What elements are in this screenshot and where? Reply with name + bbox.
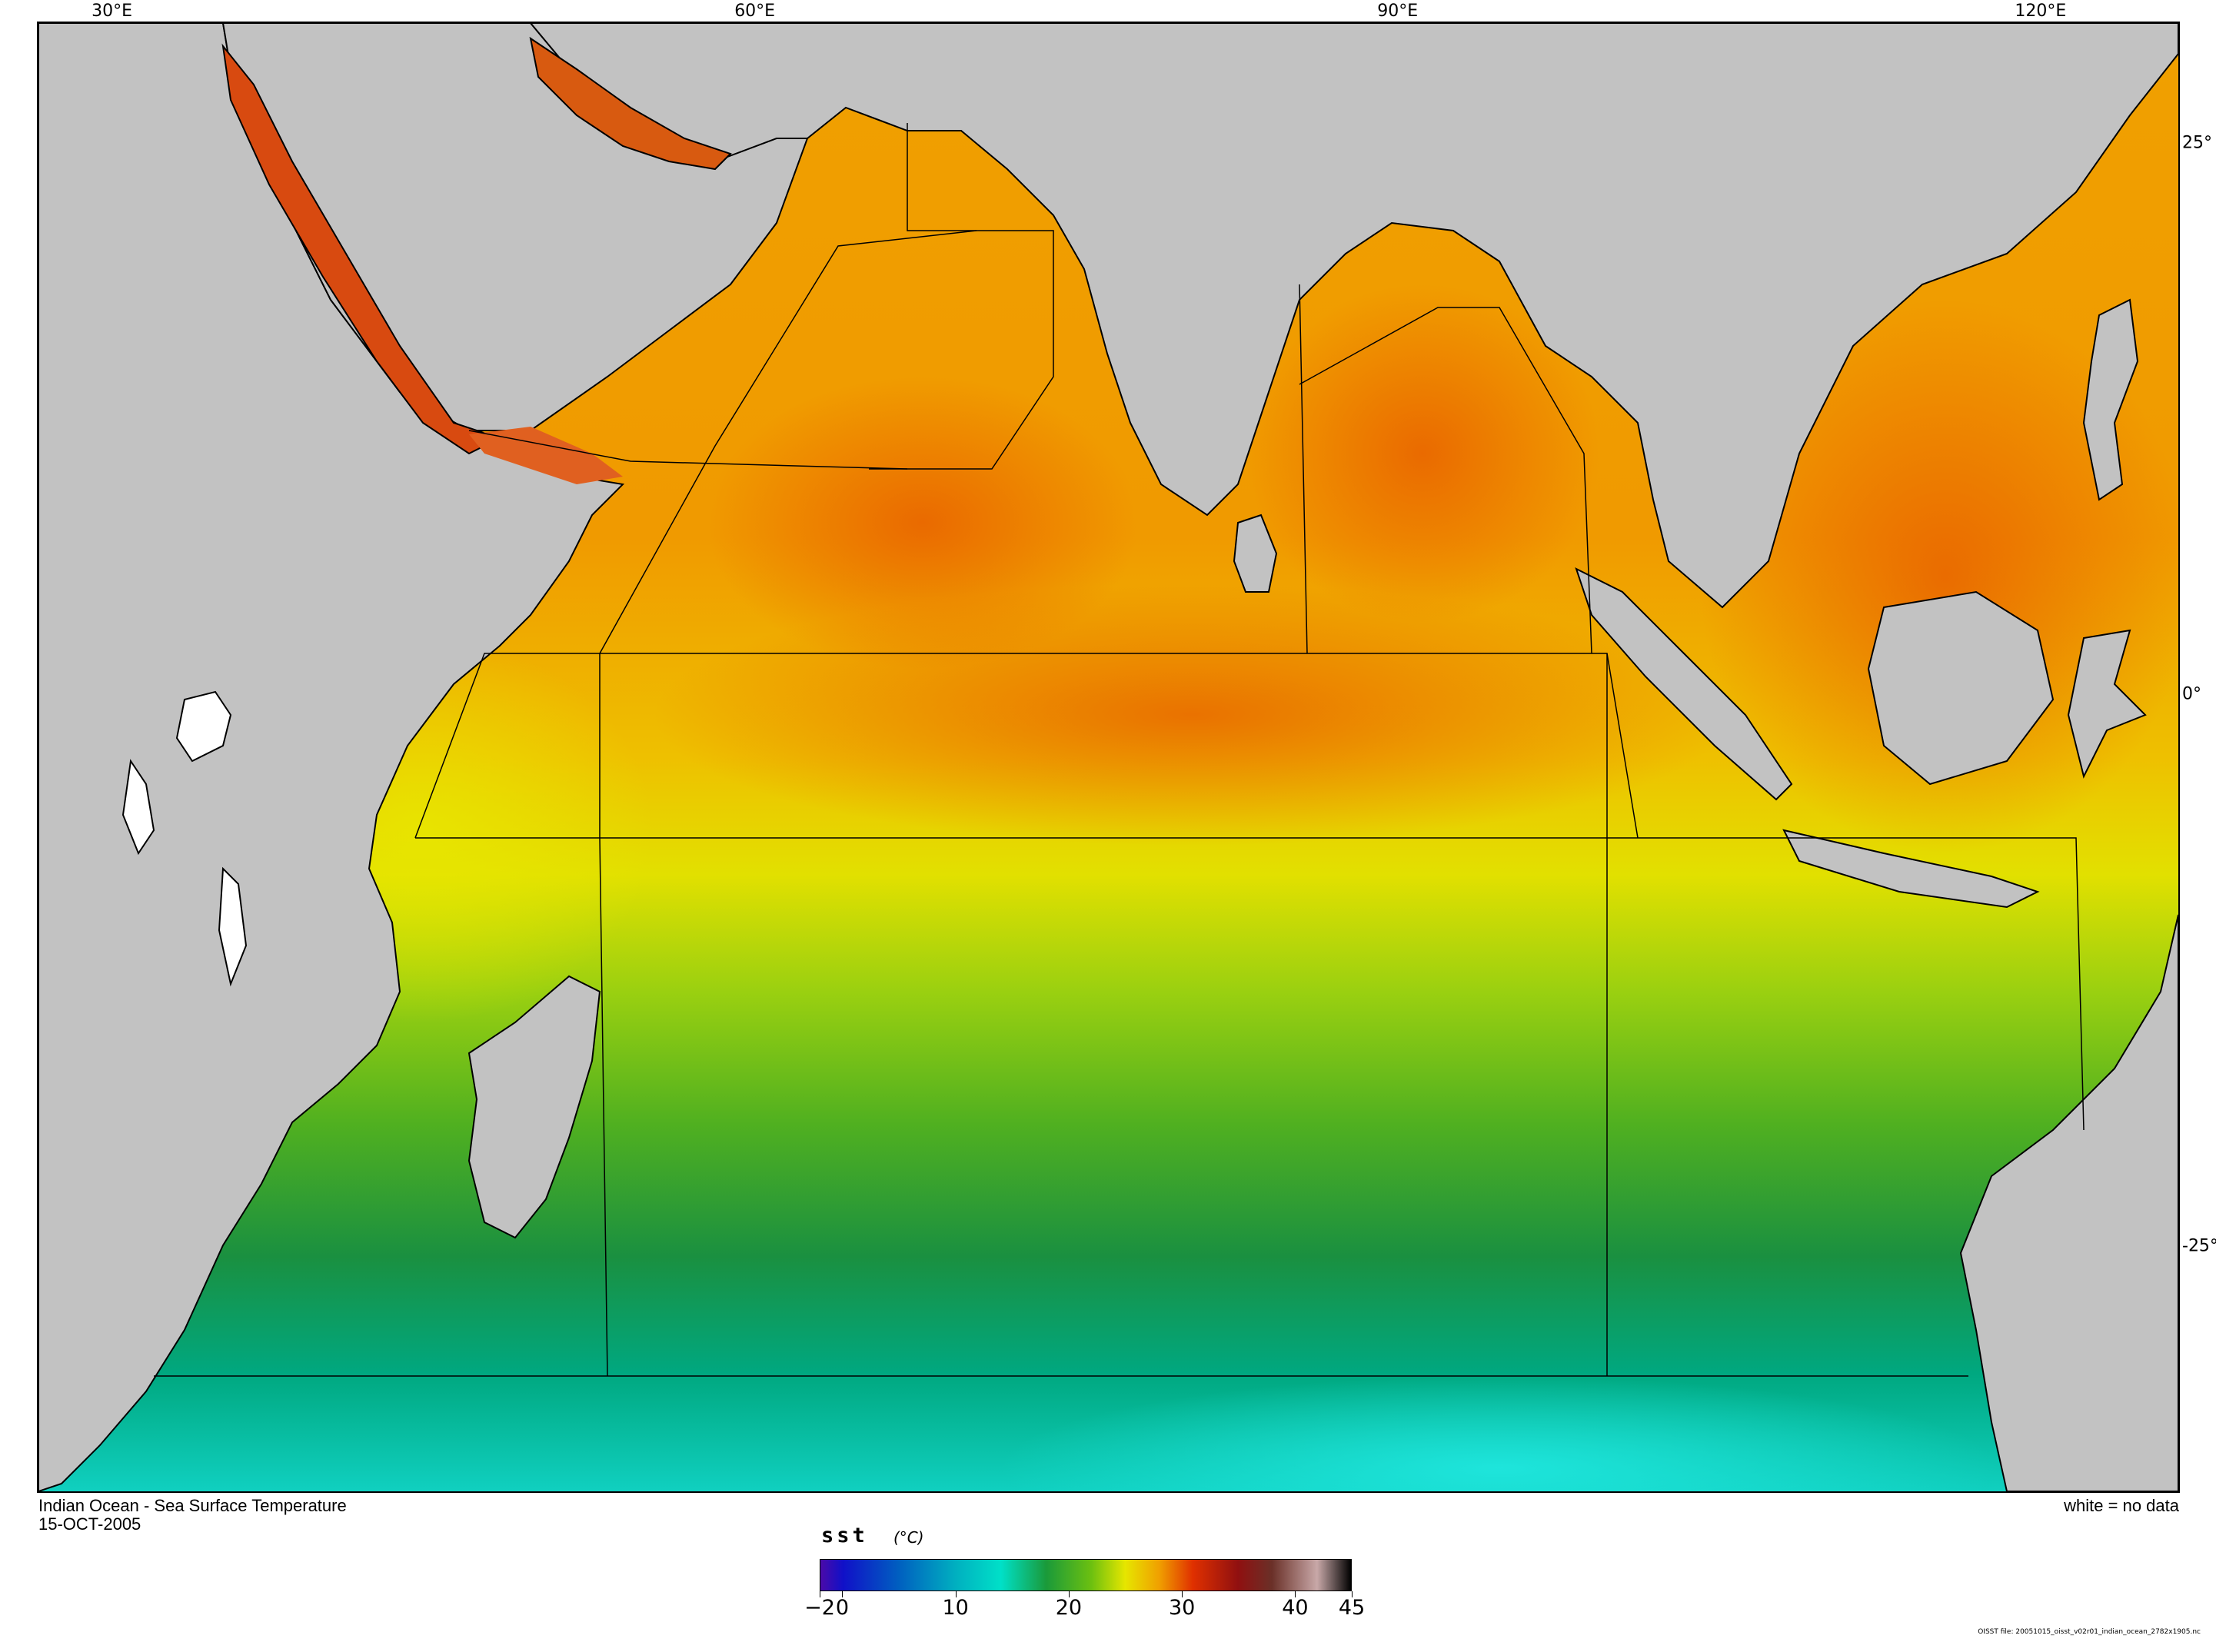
colorbar-tick <box>955 1591 957 1597</box>
colorbar-variable: sst <box>821 1524 868 1547</box>
colorbar <box>820 1559 1352 1591</box>
colorbar-tick <box>1068 1591 1070 1597</box>
java <box>1782 829 2040 909</box>
borneo <box>1867 590 2055 786</box>
latitude-label: 25° <box>2182 133 2212 153</box>
latitude-label: 0° <box>2182 684 2201 704</box>
file-note: OISST file: 20051015_oisst_v02r01_indian… <box>1978 1628 2201 1636</box>
colorbar-tick-label: 20 <box>1055 1596 1083 1620</box>
madagascar <box>467 975 601 1239</box>
longitude-label: 60°E <box>734 2 776 21</box>
sst-map <box>37 22 2180 1493</box>
map-title: Indian Ocean - Sea Surface Temperature <box>38 1496 347 1515</box>
colorbar-unit: (°C) <box>893 1528 924 1547</box>
map-date: 15-OCT-2005 <box>38 1514 141 1534</box>
sumatra <box>1575 567 1793 801</box>
longitude-label: 30°E <box>92 2 132 21</box>
cold-patch-south <box>1000 1376 1999 1491</box>
sri-lanka <box>1233 514 1278 593</box>
gulf-of-aden <box>469 427 623 484</box>
no-data-note: white = no data <box>2064 1496 2179 1515</box>
latitude-label: -25° <box>2182 1236 2216 1256</box>
colorbar-tick <box>842 1591 843 1597</box>
australia <box>1959 914 2178 1491</box>
asia-north <box>529 23 2178 609</box>
taiwan-philippines <box>2082 298 2139 501</box>
colorbar-tick <box>1295 1591 1296 1597</box>
colorbar-tick-label: 30 <box>1168 1596 1196 1620</box>
no-data-areas <box>121 690 248 987</box>
landmasses <box>38 23 2178 1491</box>
region-boundaries <box>154 123 2085 1377</box>
warm-pool-bay-of-bengal <box>1246 284 1599 623</box>
warm-pool-arabian-sea <box>707 377 1138 669</box>
persian-gulf <box>529 36 732 171</box>
sulawesi <box>2067 629 2147 779</box>
colorbar-tick-label: 0 <box>835 1596 850 1620</box>
colorbar-tick-label: 40 <box>1282 1596 1309 1620</box>
longitude-label: 120°E <box>2015 2 2067 21</box>
colorbar-tick-label: 45 <box>1338 1596 1366 1620</box>
longitude-label: 90°E <box>1377 2 1419 21</box>
colorbar-tick <box>1182 1591 1183 1597</box>
warm-pool-maritime-continent <box>1699 300 2178 853</box>
colorbar-tick-label: −2 <box>804 1596 835 1620</box>
colorbar-tick-label: 10 <box>942 1596 969 1620</box>
colorbar-tick <box>1352 1591 1353 1597</box>
